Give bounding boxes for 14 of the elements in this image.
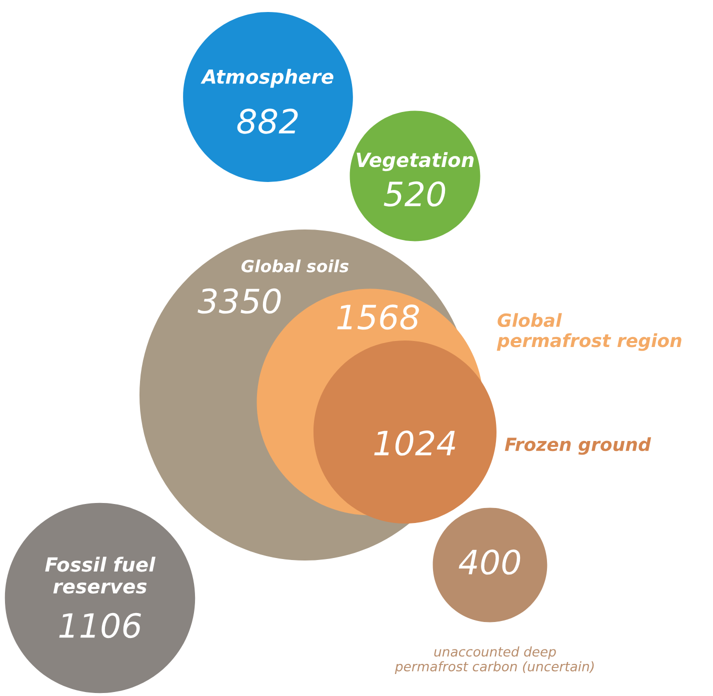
category-label: Fossil fuel reserves — [45, 556, 156, 594]
data-label: 3350 — [198, 288, 281, 314]
category-label: Atmosphere — [200, 68, 334, 88]
data-label: 400 — [458, 549, 520, 575]
category-label: Global permafrost region — [496, 313, 682, 351]
category-label: Frozen ground — [504, 437, 652, 455]
data-label: 1568 — [337, 304, 419, 330]
category-label: Global soils — [241, 259, 349, 272]
data-label: 882 — [237, 108, 298, 134]
data-label: 1024 — [374, 430, 456, 456]
category-label: unaccounted deep permafrost carbon (uncertain) — [394, 646, 594, 674]
data-label: 520 — [384, 181, 446, 207]
data-label: 1106 — [59, 612, 141, 638]
category-label: Vegetation — [356, 152, 474, 172]
